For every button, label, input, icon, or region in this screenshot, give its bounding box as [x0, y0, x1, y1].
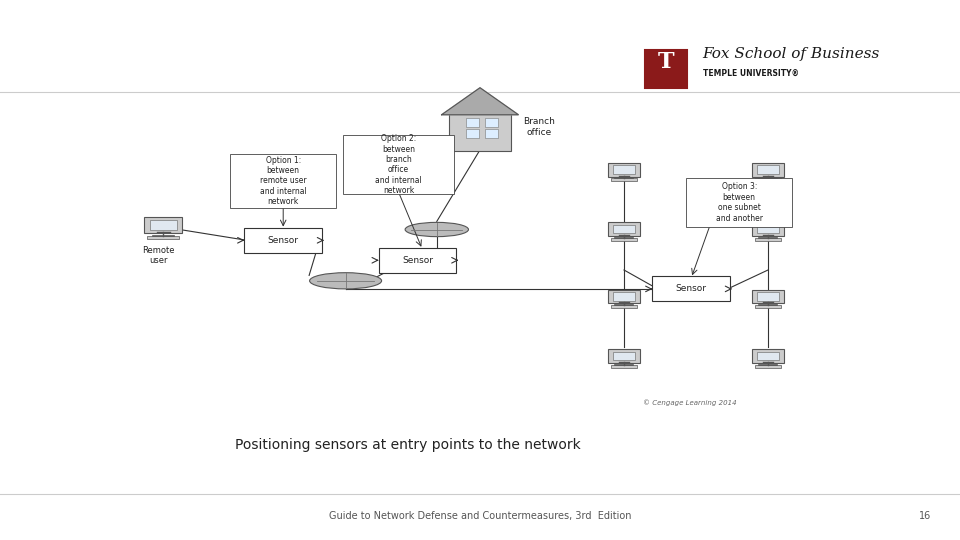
FancyBboxPatch shape — [449, 113, 511, 151]
FancyBboxPatch shape — [144, 217, 182, 233]
FancyBboxPatch shape — [612, 225, 636, 233]
Text: 16: 16 — [919, 511, 931, 521]
Text: Sensor: Sensor — [402, 256, 433, 265]
FancyBboxPatch shape — [612, 352, 636, 360]
FancyBboxPatch shape — [755, 305, 781, 308]
FancyBboxPatch shape — [612, 292, 636, 301]
FancyBboxPatch shape — [753, 349, 783, 363]
FancyBboxPatch shape — [755, 178, 781, 181]
FancyBboxPatch shape — [466, 129, 479, 138]
FancyBboxPatch shape — [753, 289, 783, 303]
Text: Sensor: Sensor — [676, 285, 707, 293]
Text: © Cengage Learning 2014: © Cengage Learning 2014 — [643, 399, 737, 406]
FancyBboxPatch shape — [756, 165, 780, 174]
FancyBboxPatch shape — [150, 220, 177, 230]
Text: T: T — [658, 51, 675, 73]
Text: Guide to Network Defense and Countermeasures, 3rd  Edition: Guide to Network Defense and Countermeas… — [328, 511, 632, 521]
FancyBboxPatch shape — [611, 364, 637, 368]
Text: Remote
user: Remote user — [142, 246, 175, 265]
FancyBboxPatch shape — [609, 349, 639, 363]
FancyBboxPatch shape — [753, 163, 783, 177]
FancyBboxPatch shape — [755, 238, 781, 241]
FancyBboxPatch shape — [756, 225, 780, 233]
Text: Sensor: Sensor — [268, 236, 299, 245]
FancyBboxPatch shape — [645, 50, 687, 88]
Polygon shape — [442, 87, 518, 115]
FancyBboxPatch shape — [148, 236, 179, 239]
FancyBboxPatch shape — [485, 129, 498, 138]
FancyBboxPatch shape — [378, 248, 457, 273]
FancyBboxPatch shape — [756, 352, 780, 360]
FancyBboxPatch shape — [611, 178, 637, 181]
Text: Option 3:
between
one subnet
and another: Option 3: between one subnet and another — [716, 183, 762, 222]
FancyBboxPatch shape — [755, 364, 781, 368]
FancyBboxPatch shape — [652, 276, 730, 301]
Text: Option 2:
between
branch
office
and internal
network: Option 2: between branch office and inte… — [375, 134, 421, 195]
Text: Fox School of Business: Fox School of Business — [703, 47, 880, 61]
FancyBboxPatch shape — [609, 222, 639, 236]
FancyBboxPatch shape — [244, 228, 323, 253]
FancyBboxPatch shape — [686, 178, 792, 227]
Ellipse shape — [309, 273, 381, 289]
Text: Option 1:
between
remote user
and internal
network: Option 1: between remote user and intern… — [260, 156, 306, 206]
FancyBboxPatch shape — [230, 154, 336, 208]
FancyBboxPatch shape — [611, 305, 637, 308]
FancyBboxPatch shape — [485, 118, 498, 127]
FancyBboxPatch shape — [344, 135, 453, 194]
FancyBboxPatch shape — [466, 118, 479, 127]
Text: Positioning sensors at entry points to the network: Positioning sensors at entry points to t… — [235, 438, 581, 453]
FancyBboxPatch shape — [753, 222, 783, 236]
FancyBboxPatch shape — [609, 163, 639, 177]
FancyBboxPatch shape — [612, 165, 636, 174]
FancyBboxPatch shape — [609, 289, 639, 303]
Text: Branch
office: Branch office — [523, 117, 555, 137]
Text: TEMPLE UNIVERSITY®: TEMPLE UNIVERSITY® — [703, 69, 799, 77]
FancyBboxPatch shape — [756, 292, 780, 301]
FancyBboxPatch shape — [611, 238, 637, 241]
Ellipse shape — [405, 222, 468, 237]
